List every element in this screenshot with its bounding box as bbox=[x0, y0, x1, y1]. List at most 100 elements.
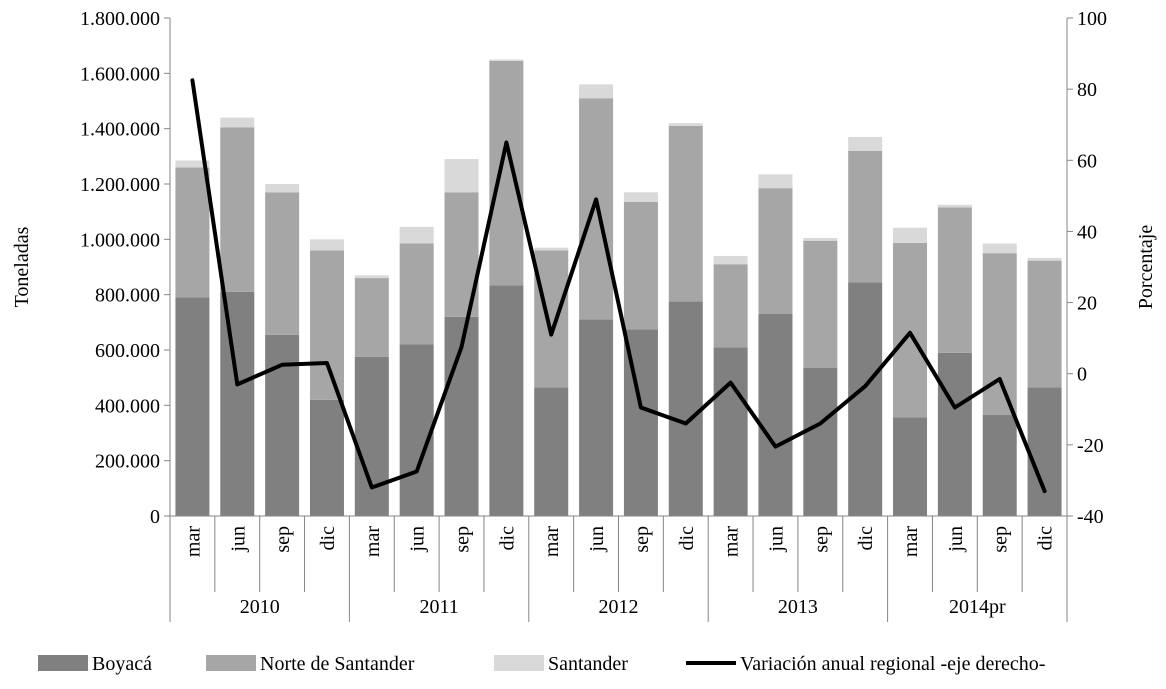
x-category-label: sep bbox=[990, 526, 1012, 553]
bar-boyac--8 bbox=[534, 387, 569, 516]
x-category-label: mar bbox=[362, 526, 384, 557]
y-right-tick-label: 60 bbox=[1077, 150, 1097, 172]
bar-norte-de-santander-7 bbox=[489, 60, 524, 286]
y-right-tick-label: 40 bbox=[1077, 221, 1097, 243]
bar-norte-de-santander-11 bbox=[668, 125, 703, 302]
x-category-label: dic bbox=[496, 526, 518, 551]
bar-boyac--16 bbox=[893, 417, 928, 516]
y-right-tick-label: 20 bbox=[1077, 293, 1097, 315]
bar-santander-6 bbox=[444, 159, 479, 193]
bar-boyac--5 bbox=[399, 344, 434, 516]
bar-santander-5 bbox=[399, 226, 434, 244]
y-left-tick-label: 1.000.000 bbox=[80, 229, 160, 251]
legend-swatch-0 bbox=[38, 655, 88, 671]
bar-norte-de-santander-3 bbox=[309, 250, 344, 400]
bar-santander-10 bbox=[623, 192, 658, 202]
x-category-label: jun bbox=[945, 526, 967, 553]
bar-boyac--13 bbox=[758, 314, 793, 516]
bar-norte-de-santander-5 bbox=[399, 243, 434, 345]
bar-norte-de-santander-14 bbox=[803, 240, 838, 368]
y-left-tick-label: 800.000 bbox=[95, 285, 160, 307]
legend-swatch-1 bbox=[206, 655, 256, 671]
bar-boyac--2 bbox=[265, 334, 300, 516]
x-group-label: 2013 bbox=[778, 596, 818, 618]
y-left-tick-label: 1.800.000 bbox=[80, 8, 160, 30]
bar-norte-de-santander-13 bbox=[758, 188, 793, 315]
bar-norte-de-santander-2 bbox=[265, 192, 300, 335]
bar-santander-11 bbox=[668, 123, 703, 126]
bar-santander-13 bbox=[758, 174, 793, 189]
x-category-label: dic bbox=[1035, 526, 1057, 551]
bar-boyac--11 bbox=[668, 301, 703, 516]
legend-label: Variación anual regional -eje derecho- bbox=[740, 653, 1045, 675]
y-right-tick-label: 0 bbox=[1077, 364, 1087, 386]
legend-label: Norte de Santander bbox=[260, 653, 415, 675]
bar-boyac--14 bbox=[803, 367, 838, 516]
legend-label: Boyacá bbox=[92, 653, 152, 675]
x-category-label: jun bbox=[586, 526, 608, 553]
y-left-tick-label: 1.600.000 bbox=[80, 63, 160, 85]
bar-boyac--3 bbox=[309, 399, 344, 516]
x-category-label: dic bbox=[855, 526, 877, 551]
bar-santander-3 bbox=[309, 239, 344, 251]
bar-boyac--17 bbox=[937, 352, 972, 516]
bar-santander-4 bbox=[354, 275, 389, 279]
x-category-label: mar bbox=[900, 526, 922, 557]
y-left-tick-label: 200.000 bbox=[95, 451, 160, 473]
bar-santander-9 bbox=[579, 84, 614, 99]
bar-norte-de-santander-16 bbox=[893, 242, 928, 418]
bar-norte-de-santander-15 bbox=[848, 150, 883, 283]
bar-santander-12 bbox=[713, 255, 748, 265]
x-category-label: sep bbox=[810, 526, 832, 553]
x-category-label: sep bbox=[631, 526, 653, 553]
bar-boyac--7 bbox=[489, 285, 524, 516]
bar-santander-0 bbox=[175, 160, 210, 168]
bar-santander-18 bbox=[982, 243, 1017, 254]
bar-norte-de-santander-0 bbox=[175, 167, 210, 298]
bar-boyac--12 bbox=[713, 347, 748, 516]
bar-santander-16 bbox=[893, 227, 928, 243]
y-left-tick-label: 0 bbox=[150, 506, 160, 528]
bar-santander-15 bbox=[848, 136, 883, 151]
x-category-label: jun bbox=[407, 526, 429, 553]
bar-norte-de-santander-1 bbox=[220, 127, 255, 292]
x-category-label: mar bbox=[182, 526, 204, 557]
y-right-axis-title: Porcentaje bbox=[1135, 225, 1157, 310]
bar-santander-8 bbox=[534, 247, 569, 251]
x-category-label: sep bbox=[452, 526, 474, 553]
x-group-label: 2011 bbox=[419, 596, 458, 618]
x-group-label: 2012 bbox=[599, 596, 639, 618]
bar-santander-19 bbox=[1027, 257, 1062, 261]
y-left-tick-label: 1.400.000 bbox=[80, 119, 160, 141]
legend-swatch-2 bbox=[494, 655, 544, 671]
bar-norte-de-santander-12 bbox=[713, 264, 748, 348]
legend-label: Santander bbox=[548, 653, 628, 675]
y-left-tick-label: 400.000 bbox=[95, 395, 160, 417]
bar-norte-de-santander-9 bbox=[579, 98, 614, 320]
x-category-label: jun bbox=[765, 526, 787, 553]
bar-norte-de-santander-18 bbox=[982, 253, 1017, 416]
bar-boyac--19 bbox=[1027, 387, 1062, 516]
y-left-tick-label: 600.000 bbox=[95, 340, 160, 362]
x-category-label: jun bbox=[227, 526, 249, 553]
bar-boyac--4 bbox=[354, 356, 389, 516]
x-category-label: dic bbox=[317, 526, 339, 551]
x-group-label: 2010 bbox=[240, 596, 280, 618]
bar-boyac--15 bbox=[848, 282, 883, 516]
y-right-tick-label: 100 bbox=[1077, 8, 1107, 30]
bar-santander-7 bbox=[489, 59, 524, 61]
x-category-label: sep bbox=[272, 526, 294, 553]
bar-santander-2 bbox=[265, 184, 300, 193]
y-right-tick-label: -20 bbox=[1077, 435, 1104, 457]
bar-norte-de-santander-17 bbox=[937, 207, 972, 353]
bar-norte-de-santander-4 bbox=[354, 278, 389, 357]
y-right-tick-label: -40 bbox=[1077, 506, 1104, 528]
bar-santander-14 bbox=[803, 237, 838, 241]
y-right-tick-label: 80 bbox=[1077, 79, 1097, 101]
line-series-variacion-anual bbox=[190, 78, 1047, 494]
x-category-label: dic bbox=[676, 526, 698, 551]
x-group-label: 2014pr bbox=[949, 596, 1006, 618]
bar-boyac--18 bbox=[982, 415, 1017, 516]
